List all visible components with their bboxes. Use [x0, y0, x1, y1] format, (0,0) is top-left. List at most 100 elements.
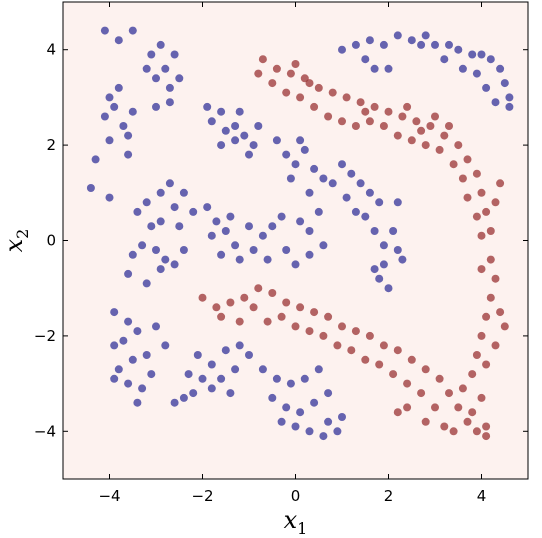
data-point-s1-26	[351, 122, 360, 130]
x-axis-title-subscript: 1	[297, 519, 307, 538]
data-point-s1-10	[398, 112, 407, 121]
data-point-s1-53	[268, 289, 277, 297]
data-point-s1-56	[310, 308, 319, 317]
data-point-s0-56	[389, 227, 398, 235]
data-point-s1-64	[421, 365, 430, 374]
data-point-s0-164	[486, 55, 495, 64]
data-point-s0-122	[221, 346, 230, 355]
data-point-s0-102	[370, 265, 379, 274]
data-point-s0-70	[179, 246, 188, 254]
data-point-s0-58	[142, 198, 151, 207]
data-point-s0-172	[370, 64, 379, 73]
data-point-s0-57	[133, 207, 142, 216]
y-tick-label-4: 4	[46, 41, 56, 59]
data-point-s1-9	[384, 107, 393, 116]
data-point-s0-155	[393, 31, 402, 40]
data-point-s0-75	[142, 279, 151, 288]
data-point-s1-37	[477, 231, 486, 240]
x-tick-label-3: 2	[384, 487, 394, 505]
data-point-s0-108	[119, 336, 128, 345]
data-point-s1-7	[356, 98, 365, 107]
data-point-s1-77	[305, 327, 314, 336]
data-point-s0-116	[138, 384, 147, 393]
data-point-s1-48	[198, 293, 207, 302]
data-point-s0-30	[221, 126, 230, 135]
data-point-s0-2	[128, 26, 137, 35]
data-point-s0-69	[161, 255, 170, 264]
y-tick-label-0: −4	[34, 422, 56, 440]
data-point-s1-79	[333, 341, 342, 350]
data-point-s0-160	[445, 40, 453, 49]
data-point-s1-76	[291, 322, 300, 331]
data-point-s0-111	[114, 365, 123, 374]
data-point-s1-55	[296, 303, 305, 312]
data-point-s0-4	[161, 64, 170, 73]
data-point-s0-165	[496, 64, 505, 73]
data-point-s0-168	[491, 98, 500, 107]
data-point-s1-107	[500, 322, 509, 331]
data-point-s1-27	[365, 117, 374, 126]
x-axis-title: x1	[284, 506, 308, 538]
data-point-s0-85	[268, 222, 277, 231]
data-point-s0-20	[86, 184, 95, 192]
data-point-s1-71	[217, 312, 226, 321]
data-point-s0-10	[175, 74, 184, 83]
x-tick-label-1: −2	[191, 487, 213, 505]
data-point-s0-95	[245, 222, 253, 231]
data-point-s1-21	[282, 88, 291, 97]
data-point-s1-69	[472, 427, 481, 436]
data-point-s1-101	[496, 308, 505, 317]
data-point-s1-63	[407, 355, 416, 364]
data-point-s1-61	[379, 341, 388, 350]
data-point-s0-106	[124, 317, 133, 326]
data-point-s1-38	[491, 198, 500, 207]
data-point-s1-2	[286, 69, 295, 78]
data-point-s1-54	[282, 298, 291, 307]
data-point-s0-7	[165, 83, 174, 92]
data-point-s1-24	[324, 112, 333, 121]
data-point-s1-4	[314, 83, 323, 92]
data-point-s1-84	[403, 379, 412, 388]
data-point-s1-78	[319, 331, 328, 340]
data-point-s0-147	[324, 417, 333, 426]
data-point-s1-95	[477, 331, 486, 340]
data-point-s0-71	[170, 260, 179, 269]
data-point-s0-149	[338, 413, 346, 421]
data-point-s1-80	[347, 346, 356, 355]
data-point-s1-74	[263, 317, 272, 326]
data-point-s0-114	[161, 341, 170, 350]
data-point-s0-33	[254, 122, 263, 130]
data-point-s0-32	[235, 107, 244, 116]
data-point-s1-23	[310, 102, 319, 111]
data-point-s0-136	[286, 379, 295, 388]
data-point-s1-59	[351, 327, 360, 336]
data-point-s0-141	[296, 408, 305, 417]
data-point-s0-14	[114, 83, 123, 92]
y-axis-title: x2	[0, 229, 32, 253]
data-point-s1-43	[361, 107, 370, 116]
data-point-s0-24	[124, 131, 133, 140]
data-point-s0-130	[189, 389, 198, 398]
data-point-s1-6	[342, 93, 351, 102]
data-point-s1-86	[431, 403, 439, 412]
data-point-s1-1	[272, 64, 281, 73]
data-point-s1-65	[435, 374, 444, 383]
data-point-s0-171	[440, 55, 449, 64]
data-point-s0-17	[105, 136, 114, 145]
data-point-s0-15	[100, 112, 109, 121]
data-point-s0-126	[184, 370, 193, 379]
data-point-s0-100	[398, 255, 407, 264]
data-point-s0-21	[105, 193, 114, 202]
data-point-s0-89	[296, 217, 305, 226]
data-point-s0-47	[338, 160, 346, 169]
data-point-s1-18	[482, 207, 491, 216]
data-point-s1-83	[389, 370, 398, 379]
data-point-s1-11	[412, 117, 421, 126]
data-point-s0-52	[342, 193, 351, 202]
data-point-s0-68	[138, 241, 147, 250]
data-point-s0-63	[156, 217, 165, 226]
data-point-s0-93	[319, 241, 328, 250]
data-point-s0-82	[235, 255, 244, 264]
data-point-s0-124	[217, 374, 226, 383]
